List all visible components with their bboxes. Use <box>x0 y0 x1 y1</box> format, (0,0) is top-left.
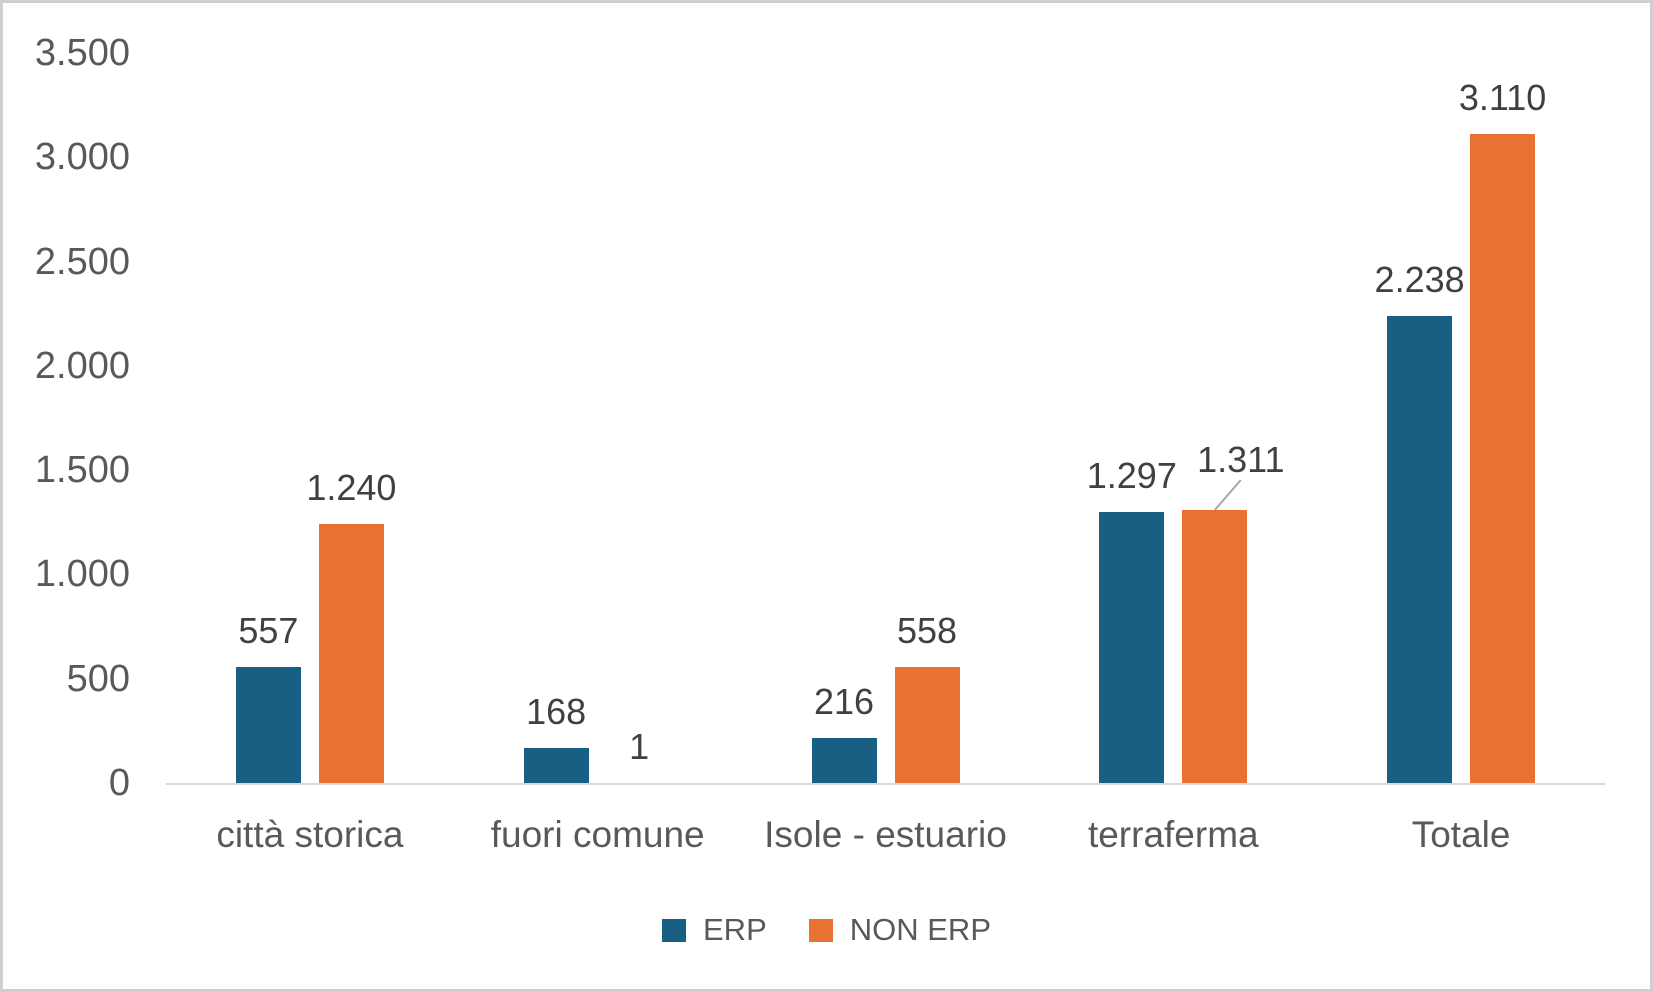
category-label: fuori comune <box>490 814 705 855</box>
y-tick-label: 3.500 <box>34 32 130 74</box>
category-label: Isole - estuario <box>764 814 1007 855</box>
value-label: 3.110 <box>1458 77 1547 118</box>
legend: ERP NON ERP <box>3 906 1650 954</box>
category-label: terraferma <box>1087 814 1259 855</box>
legend-item: ERP <box>662 912 767 948</box>
legend-item: NON ERP <box>808 912 991 948</box>
non-erp-bar <box>318 524 384 783</box>
y-tick-label: 1.000 <box>34 553 130 596</box>
legend-label: NON ERP <box>849 912 991 947</box>
value-label: 168 <box>526 691 587 732</box>
y-tick-label: 1.500 <box>34 449 130 492</box>
non-erp-bar <box>894 667 960 783</box>
y-tick-label: 2.500 <box>34 240 130 283</box>
y-tick-label: 500 <box>66 657 130 700</box>
erp-bar <box>1387 316 1453 783</box>
erp-bar <box>811 738 877 783</box>
value-label: 1 <box>629 726 650 767</box>
value-label: 1.297 <box>1086 455 1177 496</box>
non-erp-bar <box>1182 510 1248 783</box>
category-label: città storica <box>216 814 404 855</box>
value-label: 557 <box>238 610 299 651</box>
category-label: Totale <box>1411 814 1511 855</box>
erp-bar <box>235 667 301 783</box>
y-tick-label: 3.000 <box>34 136 130 179</box>
value-label: 216 <box>813 681 875 722</box>
y-tick-label: 0 <box>108 762 130 804</box>
erp-bar <box>523 748 589 783</box>
value-label: 558 <box>896 610 958 651</box>
value-label: 1.311 <box>1197 439 1285 480</box>
value-label: 1.240 <box>306 467 397 508</box>
erp-bar <box>1099 512 1165 783</box>
non-erp-bar <box>1470 134 1536 783</box>
legend-swatch <box>808 918 833 942</box>
value-label: 2.238 <box>1374 259 1465 300</box>
x-axis-line <box>166 783 1605 785</box>
plot-area: 557 1.240 168 1 216 558 1.297 1.311 2.238 3.110 <box>166 53 1605 785</box>
legend-label: ERP <box>703 912 767 947</box>
legend-swatch <box>662 918 686 942</box>
y-tick-label: 2.000 <box>34 344 130 387</box>
